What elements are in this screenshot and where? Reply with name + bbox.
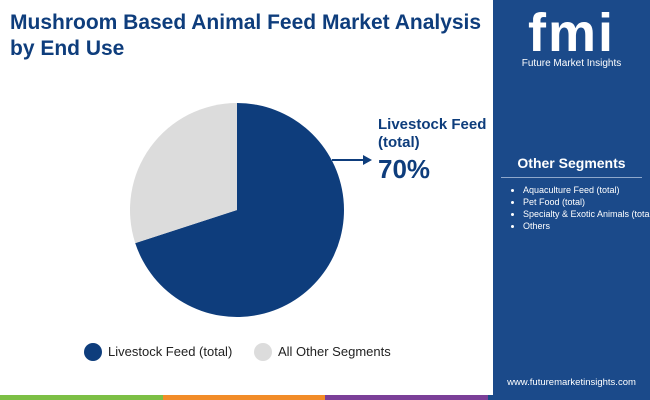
website: www.futuremarketinsights.com [507,377,636,388]
annotation-label: Livestock Feed (total) [378,116,487,151]
logo-tagline: Future Market Insights [521,58,622,69]
legend-label: All Other Segments [278,344,391,359]
chart [130,103,372,317]
segment-item: Aquaculture Feed (total) [523,184,650,196]
legend-swatch [254,343,272,361]
segment-list: Aquaculture Feed (total)Pet Food (total)… [507,184,650,232]
sidebar: fmi Future Market Insights Other Segment… [493,0,650,395]
legend-label: Livestock Feed (total) [108,344,233,359]
sidebar-heading: Other Segments [501,155,642,178]
logo: fmi [528,3,615,63]
pie-slice [130,103,237,244]
legend-swatch [84,343,102,361]
chart-title: Mushroom Based Animal Feed Market Analys… [10,11,482,60]
color-strip [0,395,650,400]
data-label: 70% [378,154,431,184]
segment-item: Others [523,220,650,232]
segment-item: Pet Food (total) [523,196,650,208]
arrow-head [363,155,372,165]
segment-item: Specialty & Exotic Animals (total) [523,208,650,220]
pie-slice [135,103,344,317]
